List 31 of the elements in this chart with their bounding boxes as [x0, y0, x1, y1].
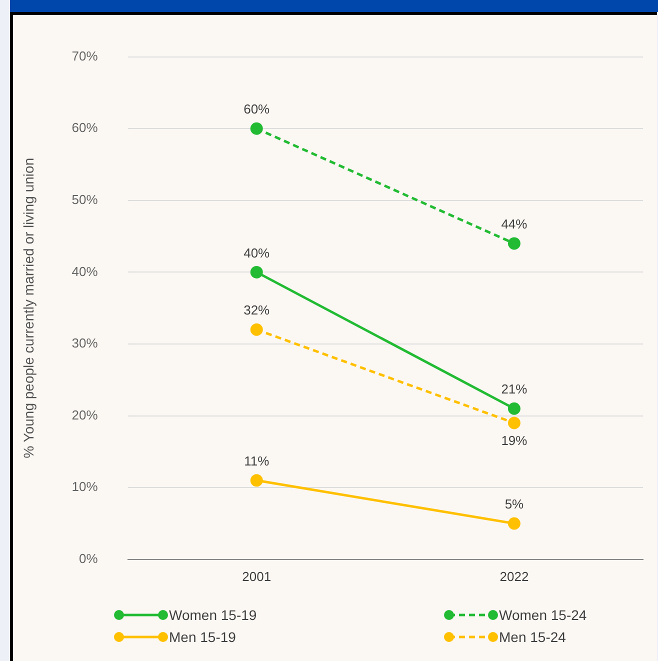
point [508, 237, 520, 250]
point [250, 266, 263, 278]
y-tick-label: 10% [72, 479, 98, 494]
y-tick-label: 50% [72, 192, 98, 207]
data-label: 44% [501, 216, 528, 232]
point [250, 323, 263, 336]
y-tick-label: 70% [72, 48, 98, 64]
legend-label: Women 15-24 [499, 607, 587, 623]
point [508, 416, 520, 430]
y-axis-title: % Young people currently married or living union [20, 158, 36, 458]
point [250, 122, 263, 135]
point [250, 474, 263, 487]
data-label: 19% [501, 433, 528, 448]
y-tick-label: 60% [72, 120, 98, 136]
x-tick-label: 2022 [500, 568, 529, 584]
legend-label: Women 15-19 [169, 607, 257, 623]
y-tick-label: 30% [72, 336, 98, 351]
legend-label: Men 15-19 [169, 629, 236, 645]
data-label: 60% [244, 102, 270, 117]
data-label: 11% [244, 454, 270, 468]
data-label: 40% [244, 245, 270, 260]
legend-label: Men 15-24 [499, 629, 566, 645]
x-tick-label: 2001 [242, 568, 272, 584]
point [508, 517, 520, 530]
data-label: 21% [501, 382, 528, 397]
y-tick-label: 20% [72, 407, 98, 422]
point [508, 402, 520, 415]
data-label: 5% [504, 496, 524, 512]
data-label: 32% [244, 302, 270, 318]
y-tick-label: 40% [72, 264, 98, 279]
y-tick-label: 0% [79, 550, 98, 566]
